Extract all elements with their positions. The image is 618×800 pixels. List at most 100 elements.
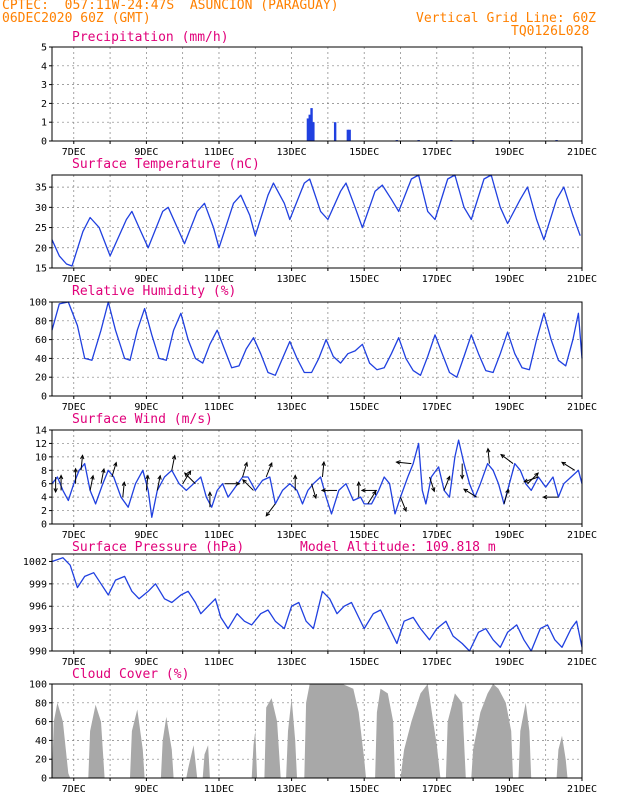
wind-arrow: [500, 453, 514, 464]
x-tick-label: 7DEC: [62, 274, 86, 285]
wind-arrow: [321, 460, 326, 478]
wind-arrow: [183, 472, 196, 485]
y-tick-label: 990: [29, 647, 47, 658]
x-tick-label: 15DEC: [349, 147, 379, 158]
x-tick-label: 21DEC: [567, 274, 597, 285]
pressure-line: [51, 557, 583, 652]
wind-arrow: [121, 481, 127, 498]
precip-bar: [348, 129, 351, 141]
y-tick-label: 6: [41, 479, 47, 490]
temp-title: Surface Temperature (nC): [72, 157, 260, 172]
x-tick-label: 17DEC: [422, 147, 452, 158]
x-tick-label: 15DEC: [349, 530, 379, 541]
y-tick-label: 0: [41, 520, 47, 531]
y-tick-label: 20: [35, 243, 47, 254]
wind-arrow: [207, 491, 213, 508]
wind-arrow: [320, 488, 337, 493]
y-tick-label: 993: [29, 624, 47, 635]
plot-frame: [51, 301, 583, 397]
y-tick-label: 1002: [23, 557, 47, 568]
x-tick-label: 7DEC: [62, 784, 86, 795]
x-tick-label: 21DEC: [567, 147, 597, 158]
y-tick-label: 2: [41, 506, 47, 517]
x-tick-label: 13DEC: [277, 657, 307, 668]
y-tick-label: 15: [35, 264, 47, 275]
x-tick-label: 13DEC: [277, 147, 307, 158]
plot-frame: [51, 46, 583, 142]
x-tick-label: 13DEC: [277, 784, 307, 795]
wind-arrow: [242, 461, 249, 478]
wind-arrow: [100, 467, 106, 484]
y-tick-label: 996: [29, 602, 47, 613]
wind-arrow: [53, 477, 58, 494]
x-tick-label: 13DEC: [277, 402, 307, 413]
x-tick-label: 9DEC: [134, 657, 158, 668]
y-tick-label: 100: [29, 298, 47, 309]
x-tick-label: 17DEC: [422, 784, 452, 795]
y-tick-label: 30: [35, 203, 47, 214]
wind-arrow: [356, 480, 361, 498]
precip-bar: [333, 122, 337, 141]
x-tick-label: 9DEC: [134, 274, 158, 285]
x-tick-label: 7DEC: [62, 530, 86, 541]
x-tick-label: 13DEC: [277, 274, 307, 285]
y-tick-label: 35: [35, 183, 47, 194]
x-tick-label: 11DEC: [204, 274, 234, 285]
precip-bar: [312, 122, 315, 141]
wind-arrow: [400, 496, 407, 513]
precip-bar: [306, 118, 310, 141]
y-tick-label: 80: [35, 316, 47, 327]
y-tick-label: 40: [35, 736, 47, 747]
plot-frame: [51, 174, 583, 269]
y-tick-label: 4: [41, 61, 47, 72]
wind-arrow: [145, 474, 150, 491]
x-tick-label: 9DEC: [134, 530, 158, 541]
y-tick-label: 8: [41, 466, 47, 477]
y-tick-label: 25: [35, 223, 47, 234]
x-tick-label: 19DEC: [494, 657, 524, 668]
y-tick-label: 40: [35, 354, 47, 365]
plot-frame: [51, 683, 583, 779]
precip-bar: [308, 114, 311, 141]
wind-arrow: [171, 454, 177, 471]
x-tick-label: 11DEC: [204, 402, 234, 413]
x-tick-label: 15DEC: [349, 784, 379, 795]
model-altitude-note: Model Altitude: 109.818 m: [300, 540, 496, 555]
x-tick-label: 19DEC: [494, 402, 524, 413]
x-tick-label: 9DEC: [134, 784, 158, 795]
wind-arrow: [293, 474, 298, 491]
y-tick-label: 80: [35, 698, 47, 709]
y-tick-label: 0: [41, 774, 47, 785]
wind-arrow: [503, 488, 510, 505]
x-tick-label: 15DEC: [349, 274, 379, 285]
header-location: CPTEC: 057:11W-24:47S ASUNCION (PARAGUAY…: [2, 0, 339, 13]
plot-frame: [51, 429, 583, 525]
cloud-cover-area: [52, 684, 582, 778]
y-tick-label: 12: [35, 439, 47, 450]
wind-arrow: [156, 474, 162, 491]
wind-arrow: [463, 488, 477, 498]
y-tick-label: 5: [41, 43, 47, 54]
y-tick-label: 10: [35, 452, 47, 463]
wind-arrow: [89, 474, 95, 491]
x-tick-label: 19DEC: [494, 530, 524, 541]
y-tick-label: 4: [41, 493, 47, 504]
wind-arrow: [224, 481, 241, 486]
x-tick-label: 13DEC: [277, 530, 307, 541]
header-model-id: TQ0126L028: [511, 24, 590, 39]
x-tick-label: 11DEC: [204, 784, 234, 795]
x-tick-label: 17DEC: [422, 657, 452, 668]
y-tick-label: 3: [41, 80, 47, 91]
x-tick-label: 21DEC: [567, 657, 597, 668]
y-tick-label: 999: [29, 579, 47, 590]
precip-bar: [346, 129, 350, 141]
y-tick-label: 20: [35, 755, 47, 766]
wind-arrow: [80, 454, 85, 471]
x-tick-label: 11DEC: [204, 147, 234, 158]
x-tick-label: 21DEC: [567, 402, 597, 413]
x-tick-label: 19DEC: [494, 784, 524, 795]
x-tick-label: 7DEC: [62, 657, 86, 668]
wind-arrow: [58, 474, 64, 491]
x-tick-label: 21DEC: [567, 530, 597, 541]
